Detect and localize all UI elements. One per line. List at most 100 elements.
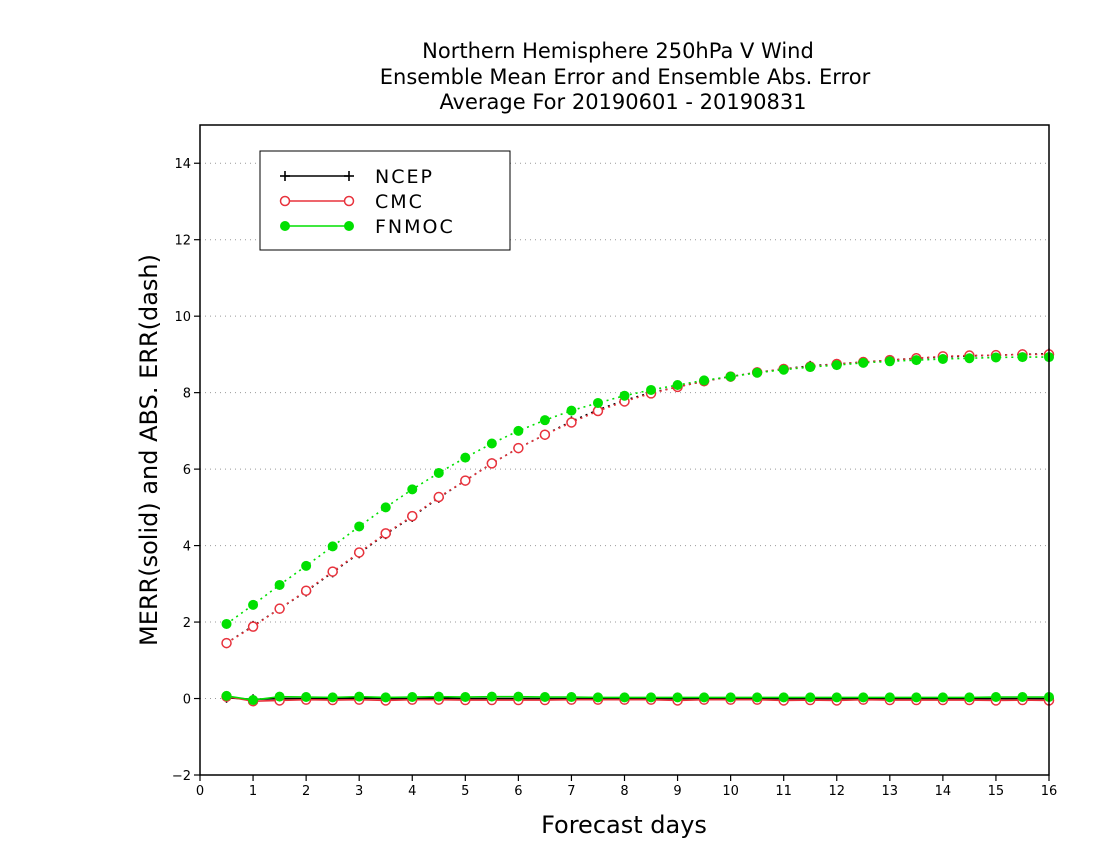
legend-marker-start <box>280 221 290 231</box>
fnmoc-abs-error-point <box>805 362 816 373</box>
y-tick-label: 12 <box>174 234 191 249</box>
legend-item-cmc: CMC <box>279 191 424 213</box>
x-tick-label: 10 <box>722 784 739 799</box>
fnmoc-abs-error-point <box>646 384 657 395</box>
x-tick-label: 9 <box>673 784 681 799</box>
chart-title-line-1: Northern Hemisphere 250hPa V Wind <box>422 39 814 63</box>
cmc-abs-error-point <box>407 510 418 522</box>
fnmoc-abs-error-point <box>831 360 842 371</box>
fnmoc-abs-error-point <box>884 356 895 367</box>
legend-label-ncep: NCEP <box>375 166 434 188</box>
cmc-abs-error-point <box>380 528 391 539</box>
fnmoc-mean-error-point <box>221 690 232 701</box>
x-tick-label: 5 <box>461 784 469 799</box>
fnmoc-abs-error-point <box>327 541 338 552</box>
y-tick-label: 14 <box>174 157 191 172</box>
legend-marker-start <box>279 195 291 207</box>
cmc-abs-error-point <box>353 547 365 558</box>
cmc-abs-error-point <box>486 458 498 469</box>
fnmoc-abs-error-point <box>248 599 259 610</box>
series-group <box>221 348 1055 707</box>
legend-label-cmc: CMC <box>375 191 424 213</box>
cmc-abs-error-point <box>433 491 445 503</box>
fnmoc-abs-error-point <box>460 452 471 463</box>
fnmoc-mean-error-point <box>725 692 736 703</box>
fnmoc-mean-error-point <box>327 692 338 703</box>
fnmoc-abs-error-point <box>752 367 763 378</box>
fnmoc-abs-error-point <box>725 371 736 382</box>
fnmoc-mean-error-point <box>486 691 497 702</box>
fnmoc-abs-error-point <box>858 357 869 368</box>
fnmoc-mean-error-point <box>858 692 869 703</box>
x-tick-label: 6 <box>514 784 522 799</box>
x-tick-label: 11 <box>775 784 792 799</box>
fnmoc-abs-error-point <box>539 415 550 426</box>
fnmoc-abs-error-point <box>1017 352 1028 363</box>
chart-title-line-3: Average For 20190601 - 20190831 <box>439 90 806 114</box>
y-tick-label: 2 <box>183 616 191 631</box>
fnmoc-abs-error-point <box>513 425 524 436</box>
x-tick-label: 14 <box>935 784 952 799</box>
fnmoc-abs-error-point <box>592 397 603 408</box>
x-tick-label: 0 <box>196 784 204 799</box>
cmc-abs-error-point <box>460 475 471 486</box>
cmc-abs-error-point <box>327 566 338 577</box>
fnmoc-abs-error-point <box>990 352 1001 363</box>
fnmoc-mean-error-point <box>805 692 816 703</box>
fnmoc-abs-error-point <box>221 618 232 629</box>
series-ncep <box>221 348 1054 705</box>
legend: NCEP CMC FNMOC <box>259 150 511 251</box>
fnmoc-abs-error-point <box>566 405 577 416</box>
fnmoc-abs-error-point <box>407 484 418 495</box>
ncep-abs-error-line <box>226 352 1050 644</box>
cmc-abs-error-point <box>300 585 312 596</box>
legend-item-fnmoc: FNMOC <box>280 216 455 238</box>
x-tick-label: 15 <box>988 784 1005 799</box>
x-tick-label: 3 <box>355 784 363 799</box>
fnmoc-mean-error-point <box>407 692 418 702</box>
fnmoc-abs-error-point <box>274 579 285 590</box>
fnmoc-abs-error-point <box>301 560 312 571</box>
fnmoc-abs-error-point <box>964 353 975 364</box>
series-fnmoc <box>221 352 1054 706</box>
fnmoc-mean-error-point <box>884 692 895 703</box>
fnmoc-mean-error-point <box>990 692 1001 702</box>
fnmoc-mean-error-point <box>566 692 577 702</box>
x-tick-label: 13 <box>882 784 899 799</box>
fnmoc-mean-error-point <box>354 691 365 702</box>
x-tick-label: 16 <box>1041 784 1058 799</box>
fnmoc-mean-error-point <box>911 692 922 703</box>
fnmoc-abs-error-point <box>699 375 710 386</box>
cmc-abs-error-point <box>221 637 232 649</box>
fnmoc-mean-error-point <box>937 692 948 703</box>
y-tick-label: 4 <box>183 540 191 555</box>
fnmoc-mean-error-point <box>752 692 763 703</box>
cmc-abs-error-point <box>566 417 577 428</box>
cmc-abs-error-line <box>226 353 1049 644</box>
x-tick-label: 1 <box>249 784 257 799</box>
fnmoc-mean-error-point <box>1017 692 1028 702</box>
fnmoc-abs-error-point <box>911 355 922 366</box>
x-tick-label: 4 <box>408 784 416 799</box>
fnmoc-mean-error-point <box>699 692 710 703</box>
legend-marker-end <box>344 221 354 231</box>
fnmoc-mean-error-point <box>831 692 842 703</box>
x-tick-label: 8 <box>620 784 628 799</box>
cmc-abs-error-point <box>247 621 259 632</box>
legend-marker-start <box>280 171 290 181</box>
cmc-abs-error-point <box>513 442 524 454</box>
legend-marker-end <box>343 195 355 207</box>
legend-label-fnmoc: FNMOC <box>375 216 455 238</box>
legend-marker-end <box>344 171 354 181</box>
x-tick-label: 2 <box>302 784 310 799</box>
y-tick-label: 8 <box>183 387 191 402</box>
y-axis-label: MERR(solid) and ABS. ERR(dash) <box>135 254 163 646</box>
y-tick-label: 0 <box>183 693 191 708</box>
fnmoc-mean-error-point <box>380 692 391 703</box>
x-tick-label: 7 <box>567 784 575 799</box>
cmc-abs-error-point <box>274 603 285 614</box>
fnmoc-abs-error-point <box>354 521 365 532</box>
fnmoc-mean-error-point <box>433 691 444 702</box>
fnmoc-mean-error-point <box>513 691 524 702</box>
